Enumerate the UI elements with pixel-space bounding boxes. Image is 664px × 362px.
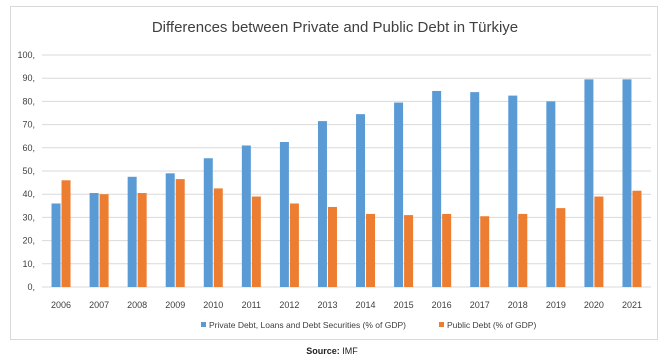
x-tick-label: 2011 <box>242 300 261 310</box>
public-debt-bar <box>61 180 71 287</box>
private-debt-bar <box>89 193 99 287</box>
private-debt-bar <box>203 158 213 287</box>
public-debt-bar <box>327 206 337 287</box>
legend-private-debt-label: Private Debt, Loans and Debt Securities … <box>209 320 406 330</box>
x-tick-label: 2020 <box>584 300 604 310</box>
private-debt-bar <box>394 102 404 287</box>
private-debt-bar <box>546 101 556 288</box>
y-tick-label: 0, <box>27 282 35 292</box>
x-tick-label: 2010 <box>203 300 223 310</box>
x-tick-label: 2014 <box>356 300 376 310</box>
y-tick-label: 80, <box>22 96 35 106</box>
private-debt-bar <box>279 142 289 287</box>
y-tick-label: 70, <box>22 120 35 130</box>
source-line: Source: IMF <box>0 346 664 356</box>
private-debt-bar <box>317 121 327 288</box>
x-tick-label: 2006 <box>51 300 71 310</box>
y-tick-label: 50, <box>22 166 35 176</box>
y-tick-label: 40, <box>22 189 35 199</box>
source-label: Source: <box>306 346 340 356</box>
private-debt-bar <box>127 176 137 287</box>
public-debt-bar <box>137 193 147 287</box>
private-debt-bar <box>165 173 175 287</box>
x-tick-label: 2013 <box>317 300 337 310</box>
private-debt-bar <box>622 79 632 287</box>
x-tick-label: 2012 <box>279 300 299 310</box>
legend-public-debt-label: Public Debt (% of GDP) <box>447 320 536 330</box>
x-tick-label: 2008 <box>127 300 147 310</box>
x-tick-label: 2021 <box>622 300 642 310</box>
public-debt-bar <box>556 208 566 287</box>
public-debt-bar <box>366 213 376 287</box>
y-tick-label: 90, <box>22 73 35 83</box>
public-debt-bar <box>518 213 528 287</box>
public-debt-bar <box>99 194 109 287</box>
private-debt-bar <box>432 90 442 288</box>
public-debt-bar <box>480 216 490 287</box>
private-debt-bar <box>470 92 480 288</box>
x-tick-label: 2007 <box>89 300 109 310</box>
chart-frame: Differences between Private and Public D… <box>10 6 658 340</box>
y-tick-label: 100, <box>17 50 35 60</box>
private-debt-bar <box>356 114 366 287</box>
private-debt-bar <box>51 203 61 287</box>
chart-svg: Differences between Private and Public D… <box>17 19 651 330</box>
private-debt-bar <box>241 145 251 287</box>
public-debt-bar <box>251 196 261 287</box>
public-debt-bar <box>594 196 604 287</box>
private-debt-bar <box>508 95 518 287</box>
y-tick-label: 20, <box>22 236 35 246</box>
x-tick-label: 2018 <box>508 300 528 310</box>
x-tick-label: 2015 <box>394 300 414 310</box>
public-debt-bar <box>289 203 299 287</box>
private-debt-bar <box>584 79 594 287</box>
y-tick-label: 60, <box>22 143 35 153</box>
public-debt-bar <box>213 188 223 287</box>
x-tick-label: 2017 <box>470 300 490 310</box>
public-debt-bar <box>175 179 185 287</box>
legend-public-debt-swatch <box>439 322 444 327</box>
legend-private-debt-swatch <box>201 322 206 327</box>
y-tick-label: 30, <box>22 212 35 222</box>
x-tick-label: 2009 <box>165 300 185 310</box>
x-tick-label: 2019 <box>546 300 566 310</box>
source-value: IMF <box>342 346 358 356</box>
chart-title: Differences between Private and Public D… <box>152 19 518 36</box>
x-tick-label: 2016 <box>432 300 452 310</box>
public-debt-bar <box>632 190 642 287</box>
y-tick-label: 10, <box>22 259 35 269</box>
public-debt-bar <box>404 215 414 287</box>
public-debt-bar <box>442 213 452 287</box>
